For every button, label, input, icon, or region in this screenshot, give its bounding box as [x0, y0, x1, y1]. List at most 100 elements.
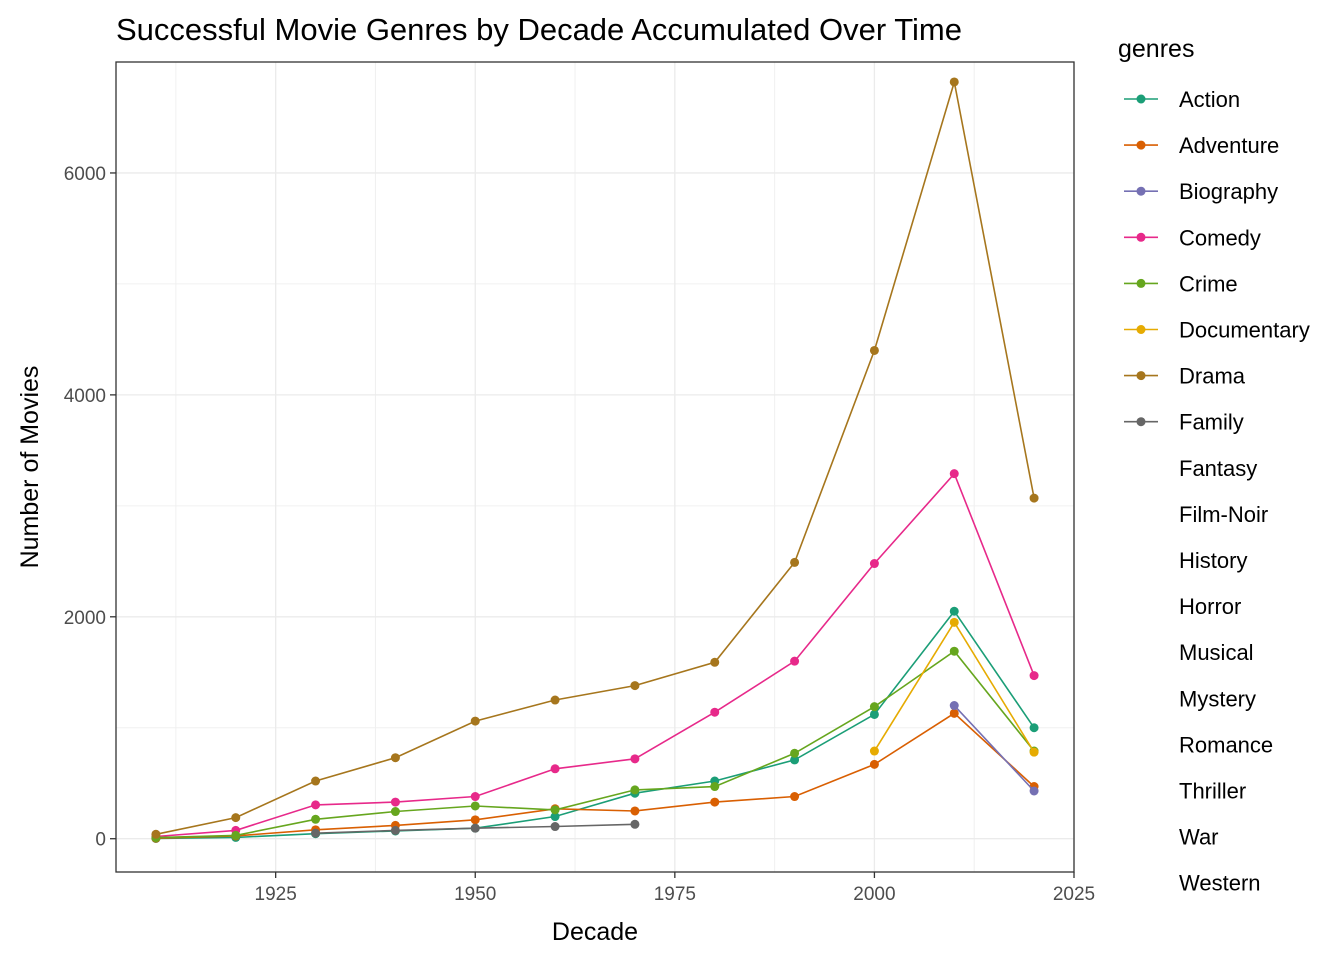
legend-key-point-crime	[1136, 278, 1146, 288]
data-point-action	[869, 709, 879, 719]
data-point-biography	[1029, 786, 1039, 796]
series-line-documentary	[873, 620, 1035, 753]
data-point-comedy	[630, 754, 640, 764]
data-point-comedy	[869, 559, 879, 569]
x-tick-label: 1975	[654, 884, 696, 905]
legend-label-history: History	[1179, 548, 1247, 573]
legend-label-action: Action	[1179, 87, 1240, 112]
data-point-crime	[470, 801, 480, 811]
data-point-biography	[949, 701, 959, 711]
data-point-crime	[231, 830, 241, 840]
x-tick-label: 2000	[853, 884, 895, 905]
data-point-documentary	[1029, 747, 1039, 757]
legend-label-documentary: Documentary	[1179, 318, 1310, 343]
legend-label-mystery: Mystery	[1179, 686, 1256, 711]
legend-key-point-documentary	[1136, 325, 1146, 334]
legend-label-film-noir: Film-Noir	[1179, 502, 1268, 527]
data-point-comedy	[550, 764, 560, 774]
data-point-crime	[869, 702, 879, 712]
legend-label-family: Family	[1179, 410, 1244, 435]
data-point-crime	[790, 748, 800, 758]
data-point-comedy	[470, 792, 480, 802]
data-point-family	[550, 822, 560, 832]
series-line-comedy	[155, 472, 1035, 838]
legend-label-fantasy: Fantasy	[1179, 456, 1257, 481]
data-point-drama	[231, 813, 241, 823]
data-point-comedy	[949, 469, 959, 479]
data-point-drama	[869, 345, 879, 355]
data-point-drama	[470, 716, 480, 726]
x-tick-label: 2025	[1053, 884, 1095, 905]
data-point-crime	[630, 785, 640, 795]
data-point-adventure	[470, 815, 480, 825]
data-point-comedy	[710, 707, 720, 717]
data-point-crime	[710, 782, 720, 792]
y-tick-label: 2000	[64, 608, 106, 629]
data-point-adventure	[869, 759, 879, 769]
data-point-family	[470, 823, 480, 833]
legend-label-comedy: Comedy	[1179, 225, 1261, 250]
series-line-crime	[155, 650, 1035, 839]
data-point-adventure	[630, 806, 640, 816]
data-point-drama	[550, 695, 560, 705]
series-line-biography	[953, 705, 1035, 792]
legend-key-point-comedy	[1136, 232, 1146, 242]
legend-label-adventure: Adventure	[1179, 133, 1279, 158]
x-tick-label: 1925	[255, 884, 297, 905]
data-point-crime	[949, 646, 959, 656]
legend-label-war: War	[1179, 825, 1219, 850]
legend-title: genres	[1118, 35, 1194, 63]
plot-grid	[116, 62, 1075, 872]
x-tick-label: 1950	[454, 884, 496, 905]
y-axis-title: Number of Movies	[16, 366, 44, 569]
series-line-adventure	[155, 712, 1035, 839]
plot-series	[151, 77, 1039, 843]
y-tick-label: 6000	[64, 164, 106, 185]
data-point-drama	[790, 557, 800, 567]
legend-label-thriller: Thriller	[1179, 779, 1246, 804]
series-line-drama	[155, 81, 1035, 836]
legend-label-western: Western	[1179, 871, 1261, 896]
data-point-family	[630, 819, 640, 829]
data-point-drama	[710, 657, 720, 667]
data-point-comedy	[311, 800, 321, 810]
legend-key-point-adventure	[1136, 140, 1146, 150]
data-point-action	[949, 606, 959, 616]
data-point-documentary	[869, 746, 879, 756]
data-point-drama	[630, 681, 640, 691]
legend-key-point-action	[1136, 94, 1146, 104]
data-point-action	[550, 812, 560, 822]
data-point-drama	[1029, 493, 1039, 503]
y-tick-label: 4000	[64, 386, 106, 407]
data-point-drama	[949, 77, 959, 87]
legend-key-point-drama	[1136, 371, 1146, 381]
data-point-family	[390, 825, 400, 835]
legend-label-drama: Drama	[1179, 364, 1246, 389]
data-point-documentary	[949, 617, 959, 627]
legend-label-romance: Romance	[1179, 732, 1273, 757]
data-point-comedy	[790, 656, 800, 666]
data-point-crime	[311, 814, 321, 824]
plot-panel-border	[115, 61, 1075, 873]
legend: genres Action Adventure Biography Comedy Cri…	[1118, 35, 1310, 896]
data-point-adventure	[710, 797, 720, 807]
data-point-crime	[550, 805, 560, 815]
chart-title: Successful Movie Genres by Decade Accumu…	[116, 12, 962, 47]
data-point-action	[1029, 723, 1039, 733]
legend-label-biography: Biography	[1179, 179, 1278, 204]
data-point-family	[311, 828, 321, 838]
legend-key-point-family	[1136, 417, 1146, 427]
data-point-action	[790, 755, 800, 765]
legend-key-point-biography	[1136, 186, 1146, 196]
data-point-adventure	[790, 792, 800, 802]
y-tick-label: 0	[95, 830, 106, 851]
x-axis-title: Decade	[552, 918, 638, 946]
data-point-adventure	[949, 708, 959, 718]
legend-label-horror: Horror	[1179, 594, 1241, 619]
data-point-drama	[151, 829, 161, 839]
data-point-comedy	[390, 797, 400, 807]
data-point-comedy	[1029, 671, 1039, 681]
data-point-drama	[311, 776, 321, 786]
series-line-action	[155, 609, 1035, 840]
